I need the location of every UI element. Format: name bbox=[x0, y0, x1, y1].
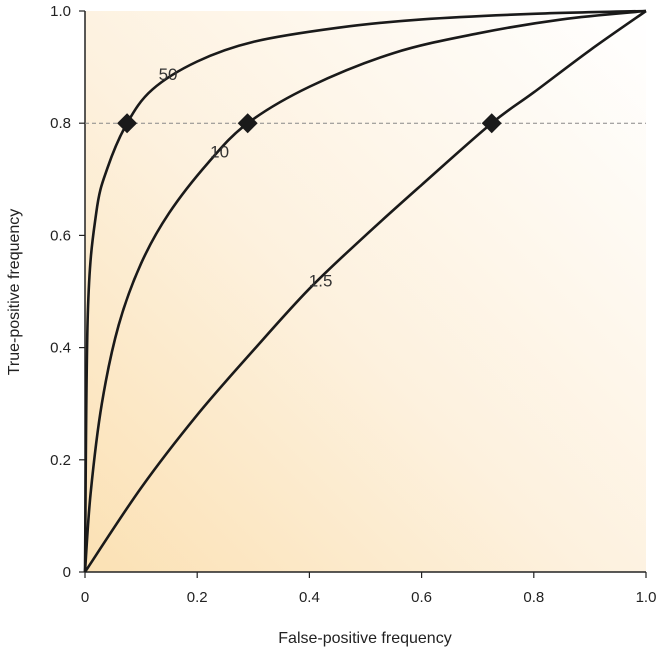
x-tick-label: 0.6 bbox=[411, 589, 432, 606]
curve-label: 50 bbox=[159, 65, 178, 84]
y-tick-label: 0 bbox=[63, 564, 71, 581]
roc-curve-50 bbox=[83, 9, 647, 573]
curve-label: 1.5 bbox=[309, 271, 333, 290]
y-tick-label: 0.8 bbox=[50, 115, 71, 132]
operating-point-marker bbox=[237, 113, 258, 134]
curve-label: 10 bbox=[210, 142, 229, 161]
x-tick-label: 0.2 bbox=[187, 589, 208, 606]
operating-point-marker bbox=[117, 113, 138, 134]
y-tick-label: 1.0 bbox=[50, 3, 71, 20]
x-tick-label: 0.4 bbox=[299, 589, 320, 606]
x-tick-label: 0 bbox=[81, 589, 89, 606]
y-tick-label: 0.4 bbox=[50, 340, 71, 357]
x-axis-title: False-positive frequency bbox=[278, 630, 451, 647]
roc-curve-10 bbox=[83, 9, 647, 573]
x-tick-label: 1.0 bbox=[636, 589, 657, 606]
plot-background bbox=[85, 11, 646, 572]
y-axis-title: True-positive frequency bbox=[6, 209, 23, 376]
roc-curve-1-5 bbox=[83, 9, 647, 573]
y-tick-label: 0.2 bbox=[50, 452, 71, 469]
operating-point-marker bbox=[481, 113, 502, 134]
y-tick-label: 0.6 bbox=[50, 227, 71, 244]
x-tick-label: 0.8 bbox=[523, 589, 544, 606]
